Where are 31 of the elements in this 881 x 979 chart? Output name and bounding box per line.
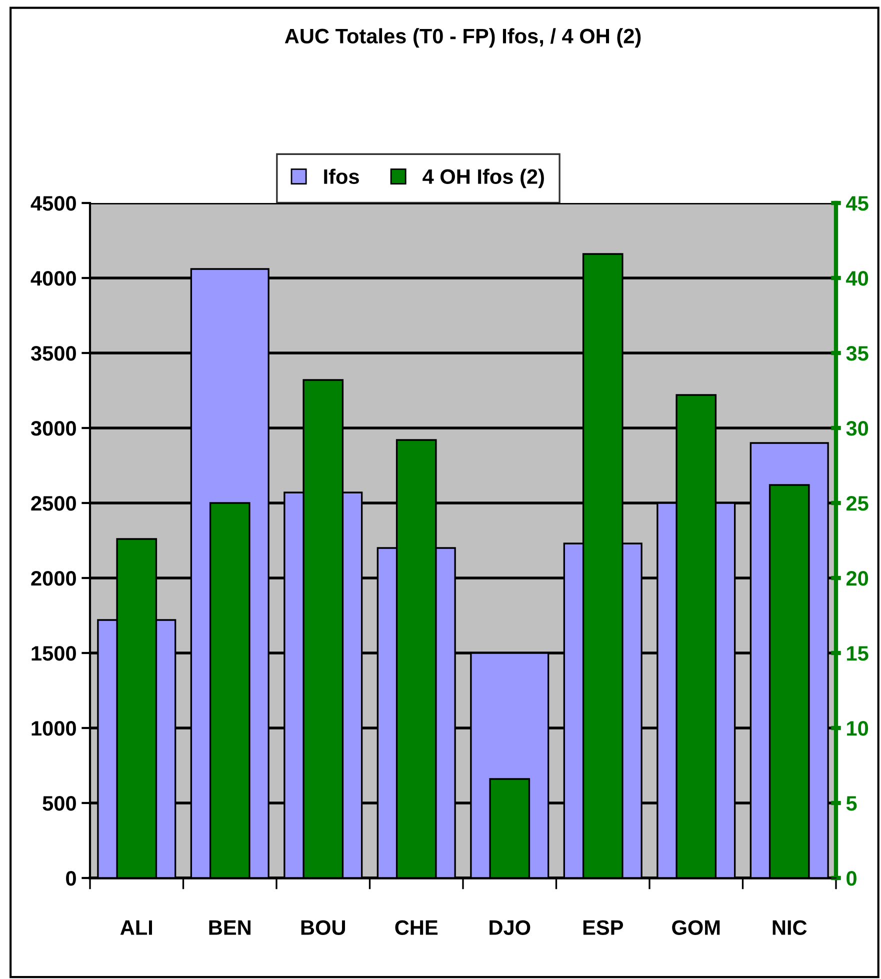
x-tick-label: ESP: [583, 920, 624, 935]
x-tick-label: BEN: [209, 920, 250, 935]
y-tick-label: 3500: [30, 346, 76, 361]
y-tick-label: 2000: [31, 571, 76, 586]
x-tick-label: DJO: [490, 920, 530, 935]
y2-tick-label: 10: [847, 721, 868, 736]
y-tick-label: 2500: [31, 496, 76, 511]
x-tick-label: NIC: [772, 920, 807, 935]
x-tick-label: CHE: [395, 920, 438, 935]
y2-tick-label: 0: [846, 871, 856, 886]
y2-tick-label: 30: [846, 421, 868, 436]
chart-title: AUC Totales (T0 - FP) Ifos, / 4 OH (2): [284, 28, 641, 48]
y2-tick-label: 35: [846, 346, 868, 361]
y2-tick-label: 15: [847, 646, 868, 661]
y-tick-label: 3000: [30, 421, 76, 436]
y-tick-label: 4500: [30, 196, 76, 211]
y-tick-label: 0: [66, 871, 76, 886]
x-tick-label: GOM: [672, 920, 720, 935]
y2-tick-label: 5: [846, 796, 857, 811]
x-tick-label: ALI: [120, 920, 152, 935]
y2-tick-label: 40: [846, 271, 868, 286]
y-tick-label: 1500: [32, 646, 76, 661]
y2-tick-label: 25: [846, 496, 868, 511]
y-tick-label: 1000: [32, 721, 76, 736]
y2-tick-label: 45: [846, 196, 868, 211]
legend-label: Ifos: [324, 168, 359, 184]
y-tick-label: 500: [42, 796, 76, 811]
legend-label: 4 OH Ifos (2): [422, 168, 544, 188]
x-tick-label: BOU: [301, 920, 345, 935]
y2-tick-label: 20: [846, 571, 868, 586]
y-tick-label: 4000: [30, 271, 76, 286]
